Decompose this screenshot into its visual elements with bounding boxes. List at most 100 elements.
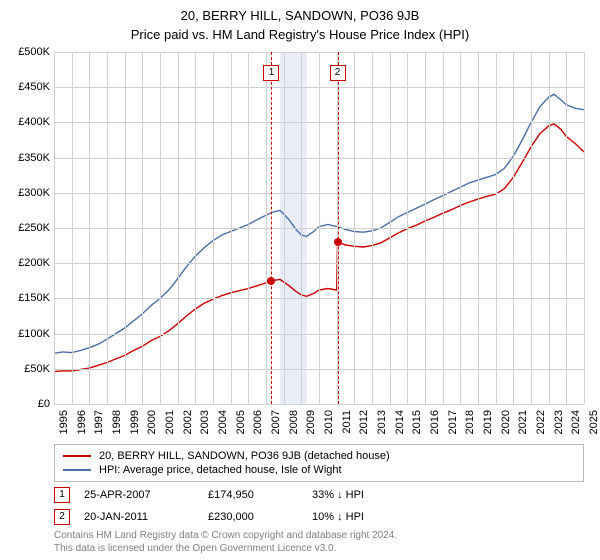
x-axis-label: 2020 [500, 410, 512, 434]
transaction-row: 1 25-APR-2007 £174,950 33% ↓ HPI [54, 484, 584, 506]
y-axis-label: £300K [18, 187, 50, 199]
x-axis-label: 1998 [111, 410, 123, 434]
x-axis-label: 2013 [376, 410, 388, 434]
gridline-v [248, 52, 249, 404]
footnote: Contains HM Land Registry data © Crown c… [54, 530, 584, 555]
event-line [271, 52, 272, 404]
legend-item: HPI: Average price, detached house, Isle… [63, 463, 575, 477]
gridline-v [478, 52, 479, 404]
chart-title: 20, BERRY HILL, SANDOWN, PO36 9JB [0, 0, 600, 23]
y-axis-label: £350K [18, 152, 50, 164]
x-axis-label: 2005 [235, 410, 247, 434]
gridline-v [54, 52, 55, 404]
gridline-v [531, 52, 532, 404]
plot-area: £0£50K£100K£150K£200K£250K£300K£350K£400… [54, 52, 584, 404]
legend-box: 20, BERRY HILL, SANDOWN, PO36 9JB (detac… [54, 444, 584, 482]
event-marker-box: 1 [263, 65, 279, 81]
x-axis-label: 2021 [517, 410, 529, 434]
gridline-v [443, 52, 444, 404]
gridline-v [89, 52, 90, 404]
gridline-v [231, 52, 232, 404]
x-axis-label: 1999 [129, 410, 141, 434]
legend-item: 20, BERRY HILL, SANDOWN, PO36 9JB (detac… [63, 449, 575, 463]
y-axis-label: £200K [18, 257, 50, 269]
chart-container: 20, BERRY HILL, SANDOWN, PO36 9JB Price … [0, 0, 600, 560]
gridline-v [390, 52, 391, 404]
gridline-v [266, 52, 267, 404]
series-marker [267, 277, 275, 285]
x-axis-label: 2016 [429, 410, 441, 434]
x-axis-label: 2003 [199, 410, 211, 434]
gridline-v [160, 52, 161, 404]
x-axis-label: 2006 [252, 410, 264, 434]
gridline-v [425, 52, 426, 404]
x-axis-label: 2011 [341, 410, 353, 434]
y-axis-label: £50K [24, 363, 50, 375]
x-axis-label: 2001 [164, 410, 176, 434]
gridline-v [319, 52, 320, 404]
transaction-marker: 2 [54, 509, 70, 525]
footnote-line: Contains HM Land Registry data © Crown c… [54, 530, 584, 543]
transaction-price: £230,000 [208, 511, 298, 523]
x-axis-label: 2023 [553, 410, 565, 434]
x-axis-label: 2008 [288, 410, 300, 434]
x-axis-label: 2014 [394, 410, 406, 434]
legend-swatch [63, 469, 91, 471]
x-axis-label: 2009 [305, 410, 317, 434]
y-axis-label: £0 [38, 398, 50, 410]
x-axis-label: 2007 [270, 410, 282, 434]
gridline-v [513, 52, 514, 404]
transaction-marker: 1 [54, 487, 70, 503]
footnote-line: This data is licensed under the Open Gov… [54, 543, 584, 556]
x-axis-label: 1996 [76, 410, 88, 434]
transaction-date: 25-APR-2007 [84, 489, 194, 501]
x-axis-label: 2004 [217, 410, 229, 434]
x-axis-label: 2025 [588, 410, 600, 434]
y-axis-label: £450K [18, 81, 50, 93]
y-axis-label: £250K [18, 222, 50, 234]
x-axis-label: 2000 [146, 410, 158, 434]
gridline-v [213, 52, 214, 404]
gridline-v [125, 52, 126, 404]
transaction-price: £174,950 [208, 489, 298, 501]
series-marker [334, 238, 342, 246]
gridline-v [372, 52, 373, 404]
gridline-v [178, 52, 179, 404]
x-axis-label: 1997 [93, 410, 105, 434]
x-axis-label: 2002 [182, 410, 194, 434]
gridline-v [107, 52, 108, 404]
gridline-v [72, 52, 73, 404]
event-line [338, 52, 339, 404]
chart-subtitle: Price paid vs. HM Land Registry's House … [0, 23, 600, 48]
legend-label: 20, BERRY HILL, SANDOWN, PO36 9JB (detac… [99, 450, 390, 462]
event-marker-box: 2 [330, 65, 346, 81]
legend-label: HPI: Average price, detached house, Isle… [99, 464, 342, 476]
transaction-diff: 33% ↓ HPI [312, 489, 432, 501]
gridline-v [460, 52, 461, 404]
transaction-row: 2 20-JAN-2011 £230,000 10% ↓ HPI [54, 506, 584, 528]
gridline-v [142, 52, 143, 404]
x-axis-label: 2010 [323, 410, 335, 434]
transaction-date: 20-JAN-2011 [84, 511, 194, 523]
gridline-v [407, 52, 408, 404]
gridline-v [284, 52, 285, 404]
legend-swatch [63, 455, 91, 457]
transactions-table: 1 25-APR-2007 £174,950 33% ↓ HPI 2 20-JA… [54, 484, 584, 528]
gridline-v [301, 52, 302, 404]
x-axis-label: 2012 [358, 410, 370, 434]
gridline-v [549, 52, 550, 404]
gridline-h [54, 404, 584, 405]
y-axis-label: £400K [18, 116, 50, 128]
gridline-v [584, 52, 585, 404]
gridline-v [354, 52, 355, 404]
y-axis-label: £150K [18, 292, 50, 304]
x-axis-label: 2022 [535, 410, 547, 434]
x-axis-label: 2019 [482, 410, 494, 434]
y-axis-label: £500K [18, 46, 50, 58]
x-axis-label: 2015 [411, 410, 423, 434]
gridline-v [195, 52, 196, 404]
transaction-diff: 10% ↓ HPI [312, 511, 432, 523]
x-axis-label: 2024 [570, 410, 582, 434]
x-axis-label: 1995 [58, 410, 70, 434]
gridline-v [496, 52, 497, 404]
